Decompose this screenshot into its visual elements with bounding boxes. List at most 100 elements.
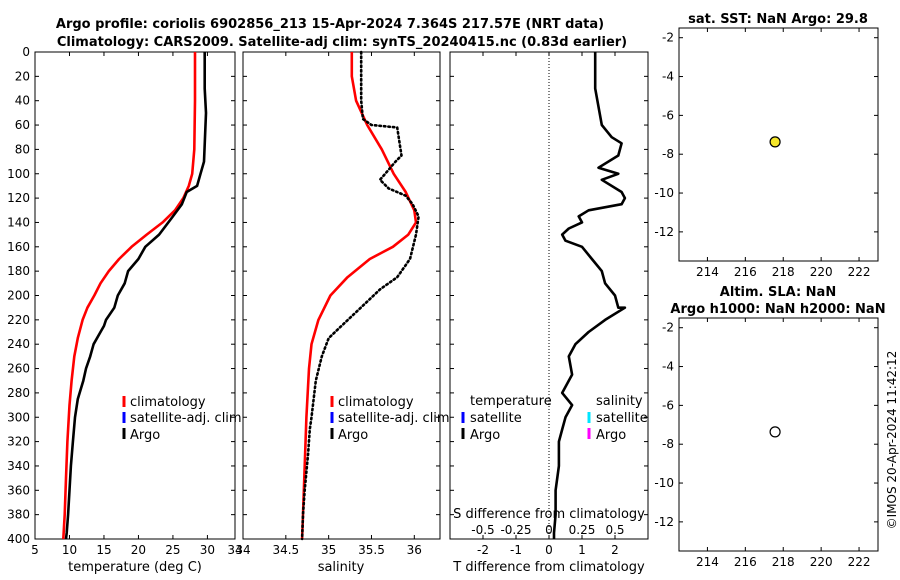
- legend-label-temp-satellite: satellite: [470, 411, 522, 426]
- y-tick-label: -10: [654, 476, 674, 490]
- sla-title-line1: Altim. SLA: NaN: [720, 285, 836, 300]
- y-tick-label: -2: [662, 321, 674, 335]
- figure-title-line1: Argo profile: coriolis 6902856_213 15-Ap…: [56, 17, 604, 32]
- y-tick-label: -6: [662, 108, 674, 122]
- y-tick-label: -4: [662, 70, 674, 84]
- legend-label-climatology: climatology: [338, 395, 414, 410]
- y-tick-label: -12: [654, 515, 674, 529]
- difference-series-argo-t-diff: [552, 52, 627, 539]
- y-tick-label: -6: [662, 398, 674, 412]
- temperature-panel: temperature (deg C) climatology satellit…: [7, 45, 243, 575]
- y-tick-label: 400: [7, 532, 30, 546]
- x-tick-label: 35.5: [358, 543, 385, 557]
- x-tick-label: -1: [510, 543, 522, 557]
- x-tick-label: 30: [200, 543, 215, 557]
- y-tick-label: -12: [654, 225, 674, 239]
- sst-data-point: [769, 136, 781, 148]
- temperature-xlabel: temperature (deg C): [68, 560, 202, 575]
- x-tick-label: 222: [848, 555, 871, 569]
- y-tick-label: 20: [15, 69, 30, 83]
- x-tick-label: 220: [810, 555, 833, 569]
- x-tick-label: 36: [407, 543, 422, 557]
- legend-label-satellite-adj: satellite-adj. clim: [130, 411, 242, 426]
- timestamp-label: ©IMOS 20-Apr-2024 11:42:12: [885, 351, 899, 530]
- figure-title-line2: Climatology: CARS2009. Satellite-adj cli…: [57, 35, 627, 50]
- y-tick-label: 280: [7, 386, 30, 400]
- legend-label-sal-argo: Argo: [596, 428, 626, 443]
- x-tick-label: 216: [734, 265, 757, 279]
- y-tick-label: 340: [7, 459, 30, 473]
- x-tick-label: 214: [696, 555, 719, 569]
- sst-title: sat. SST: NaN Argo: 29.8: [688, 12, 868, 27]
- x-tick-label-salinity: 0.5: [605, 523, 624, 537]
- x-tick-label: 20: [131, 543, 146, 557]
- temperature-legend: climatology satellite-adj. clim Argo: [122, 395, 242, 443]
- x-tick-label-salinity: -0.5: [471, 523, 494, 537]
- x-tick-label: 10: [62, 543, 77, 557]
- y-tick-label: 0: [22, 45, 30, 59]
- legend-title-temperature: temperature: [470, 394, 552, 409]
- y-tick-label: 60: [15, 118, 30, 132]
- sst-panel: sat. SST: NaN Argo: 29.8 214 216 218 220 222…: [654, 12, 879, 279]
- y-tick-label: -10: [654, 186, 674, 200]
- legend-label-sal-satellite: satellite: [596, 411, 648, 426]
- y-tick-label: 120: [7, 191, 30, 205]
- y-tick-label: 260: [7, 362, 30, 376]
- salinity-panel: salinity climatology satellite-adj. clim…: [235, 50, 450, 575]
- sla-title-line2: Argo h1000: NaN h2000: NaN: [670, 302, 885, 317]
- x-tick-label: 1: [578, 543, 586, 557]
- y-tick-label: -8: [662, 437, 674, 451]
- x-tick-label: 25: [165, 543, 180, 557]
- difference-legend: temperature satellite Argo salinity sate…: [461, 394, 648, 443]
- x-tick-label: 0: [545, 543, 553, 557]
- y-tick-label: 300: [7, 410, 30, 424]
- difference-xlabel-salinity: S difference from climatology: [453, 507, 645, 522]
- x-tick-label: -2: [477, 543, 489, 557]
- sst-axes-box: [678, 27, 879, 262]
- legend-label-temp-argo: Argo: [470, 428, 500, 443]
- y-tick-label: 220: [7, 313, 30, 327]
- x-tick-label: 216: [734, 555, 757, 569]
- x-tick-label: 15: [96, 543, 111, 557]
- x-tick-label-salinity: 0: [545, 523, 553, 537]
- salinity-series-climatology: [300, 52, 418, 540]
- salinity-series-argo: [300, 50, 420, 541]
- y-tick-label: 40: [15, 94, 30, 108]
- y-tick-label: -8: [662, 147, 674, 161]
- y-tick-label: 180: [7, 264, 30, 278]
- y-tick-label: 200: [7, 289, 30, 303]
- legend-label-climatology: climatology: [130, 395, 206, 410]
- temperature-series-argo: [64, 52, 208, 540]
- sla-data-point: [769, 426, 781, 438]
- salinity-axes-box: [242, 51, 441, 540]
- x-tick-label: 220: [810, 265, 833, 279]
- x-tick-label-salinity: 0.25: [569, 523, 596, 537]
- x-tick-label: 2: [611, 543, 619, 557]
- x-tick-label: 34.5: [272, 543, 299, 557]
- x-tick-label: 34: [227, 543, 242, 557]
- y-tick-label: 80: [15, 142, 30, 156]
- y-tick-label: 320: [7, 435, 30, 449]
- sla-panel: Altim. SLA: NaN Argo h1000: NaN h2000: N…: [654, 285, 885, 569]
- sla-axes-box: [678, 317, 879, 552]
- legend-label-argo: Argo: [130, 428, 160, 443]
- difference-panel: T difference from climatology S differen…: [449, 51, 649, 575]
- x-tick-label: 218: [772, 265, 795, 279]
- y-tick-label: 380: [7, 508, 30, 522]
- x-tick-label: 214: [696, 265, 719, 279]
- x-tick-label: 5: [31, 543, 39, 557]
- x-tick-label-salinity: -0.25: [500, 523, 531, 537]
- y-tick-label: -4: [662, 360, 674, 374]
- y-tick-label: 100: [7, 167, 30, 181]
- temperature-series-climatology: [62, 52, 197, 540]
- legend-label-satellite-adj: satellite-adj. clim: [338, 411, 450, 426]
- y-tick-label: 240: [7, 337, 30, 351]
- difference-xlabel-temperature: T difference from climatology: [452, 560, 645, 575]
- x-tick-label: 35: [321, 543, 336, 557]
- y-tick-label: 140: [7, 215, 30, 229]
- y-tick-label: 160: [7, 240, 30, 254]
- x-tick-label: 34: [235, 543, 250, 557]
- legend-label-argo: Argo: [338, 428, 368, 443]
- y-tick-label: 360: [7, 483, 30, 497]
- x-tick-label: 218: [772, 555, 795, 569]
